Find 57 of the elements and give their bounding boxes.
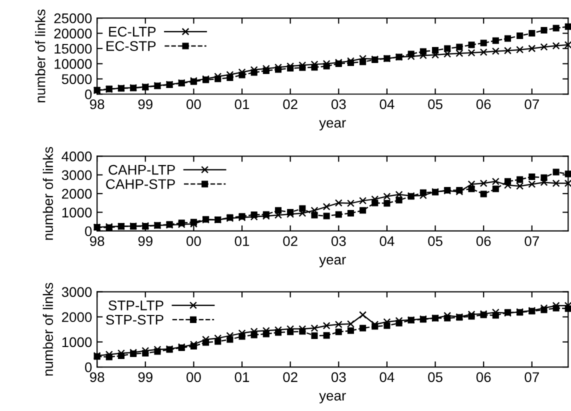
- y-tick-label: 0: [85, 89, 92, 100]
- x-axis-title: year: [319, 256, 346, 268]
- x-tick-label: 98: [90, 99, 104, 110]
- y-axis-title: number of links: [35, 10, 46, 102]
- x-tick-label: 02: [283, 99, 298, 110]
- x-tick-label: 02: [283, 236, 298, 246]
- legend-label: CAHP-LTP: [108, 164, 175, 175]
- x-tick-label: 00: [186, 372, 201, 382]
- y-tick-label: 15000: [54, 44, 92, 54]
- legend-label: CAHP-STP: [106, 179, 175, 190]
- y-tick-label: 5000: [62, 74, 92, 84]
- x-axis-title: year: [319, 120, 346, 130]
- y-axis-title: number of links: [42, 282, 54, 376]
- legend-label: EC-LTP: [109, 26, 156, 37]
- x-tick-label: 00: [186, 236, 201, 246]
- x-tick-label: 04: [380, 236, 394, 246]
- x-tick-label: 99: [138, 236, 152, 246]
- x-tick-label: 99: [138, 99, 152, 110]
- y-axis-title: number of links: [42, 146, 54, 240]
- y-tick-label: 4000: [62, 152, 92, 162]
- x-tick-label: 03: [331, 236, 346, 246]
- y-tick-label: 0: [85, 226, 92, 236]
- x-tick-label: 07: [524, 99, 539, 110]
- x-tick-label: 01: [234, 99, 250, 110]
- x-tick-label: 04: [380, 99, 394, 110]
- y-tick-label: 25000: [54, 13, 92, 24]
- legend-label: STP-STP: [106, 314, 164, 325]
- x-tick-label: 05: [428, 372, 442, 382]
- legend-label: STP-LTP: [108, 300, 164, 310]
- x-tick-label: 01: [234, 372, 250, 382]
- x-tick-label: 98: [90, 372, 104, 382]
- legend-label: EC-STP: [106, 41, 156, 51]
- y-tick-label: 2000: [62, 312, 92, 322]
- x-tick-label: 06: [476, 99, 491, 110]
- y-tick-label: 3000: [62, 170, 92, 180]
- x-tick-label: 07: [524, 372, 539, 382]
- x-tick-label: 01: [234, 236, 250, 246]
- x-tick-label: 03: [331, 99, 346, 110]
- x-axis-title: year: [319, 392, 346, 404]
- x-tick-label: 04: [380, 372, 394, 382]
- x-tick-label: 98: [90, 236, 104, 246]
- y-tick-label: 0: [85, 362, 92, 372]
- y-tick-label: 1000: [62, 208, 92, 218]
- y-tick-label: 20000: [54, 28, 92, 38]
- x-tick-label: 06: [476, 236, 491, 246]
- x-tick-label: 00: [186, 99, 201, 110]
- x-tick-label: 06: [476, 372, 491, 382]
- x-tick-label: 02: [283, 372, 298, 382]
- x-tick-label: 99: [138, 372, 152, 382]
- y-tick-label: 3000: [62, 287, 92, 297]
- x-tick-label: 05: [428, 99, 442, 110]
- y-tick-label: 2000: [62, 188, 92, 199]
- y-tick-label: 10000: [54, 59, 92, 69]
- x-tick-label: 07: [524, 236, 539, 246]
- y-tick-label: 1000: [62, 337, 92, 348]
- x-tick-label: 03: [331, 372, 346, 382]
- x-tick-label: 05: [428, 236, 442, 246]
